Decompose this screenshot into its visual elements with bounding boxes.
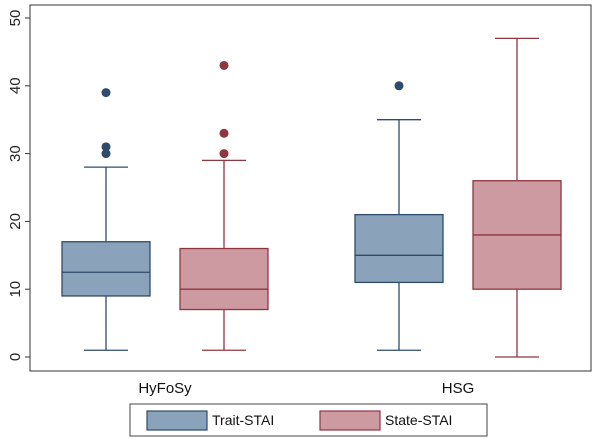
y-tick-label: 10: [7, 281, 24, 298]
legend-swatch-state-stai: [319, 410, 381, 431]
y-tick-label: 20: [7, 213, 24, 230]
y-tick-label: 50: [7, 10, 24, 27]
legend-swatch-trait-stai: [146, 410, 208, 431]
iqr-box: [179, 247, 269, 311]
iqr-box: [61, 241, 151, 297]
outlier-point: [219, 128, 229, 138]
plot-frame: [29, 4, 592, 372]
y-tick-label: 40: [7, 77, 24, 94]
legend: Trait-STAI State-STAI: [129, 403, 488, 437]
plot-area: 0 10 20 30 40 50 HyFoSy HSG: [7, 4, 592, 397]
outlier-point: [219, 60, 229, 70]
legend-label-trait-stai: Trait-STAI: [212, 412, 274, 428]
outlier-point: [101, 142, 111, 152]
iqr-box: [354, 213, 444, 284]
x-group-label: HyFoSy: [138, 380, 192, 397]
outlier-point: [101, 88, 111, 98]
box-state-stai-hyfosy: [179, 60, 269, 351]
box-state-stai-hsg: [472, 37, 562, 358]
outlier-point: [219, 149, 229, 159]
x-group-label: HSG: [442, 380, 475, 397]
outlier-point: [101, 149, 111, 159]
y-tick-label: 30: [7, 145, 24, 162]
box-trait-stai-hsg: [354, 81, 444, 351]
box-trait-stai-hyfosy: [61, 88, 151, 351]
outlier-point: [394, 81, 404, 91]
y-tick-label: 0: [7, 353, 24, 361]
legend-label-state-stai: State-STAI: [385, 412, 452, 428]
